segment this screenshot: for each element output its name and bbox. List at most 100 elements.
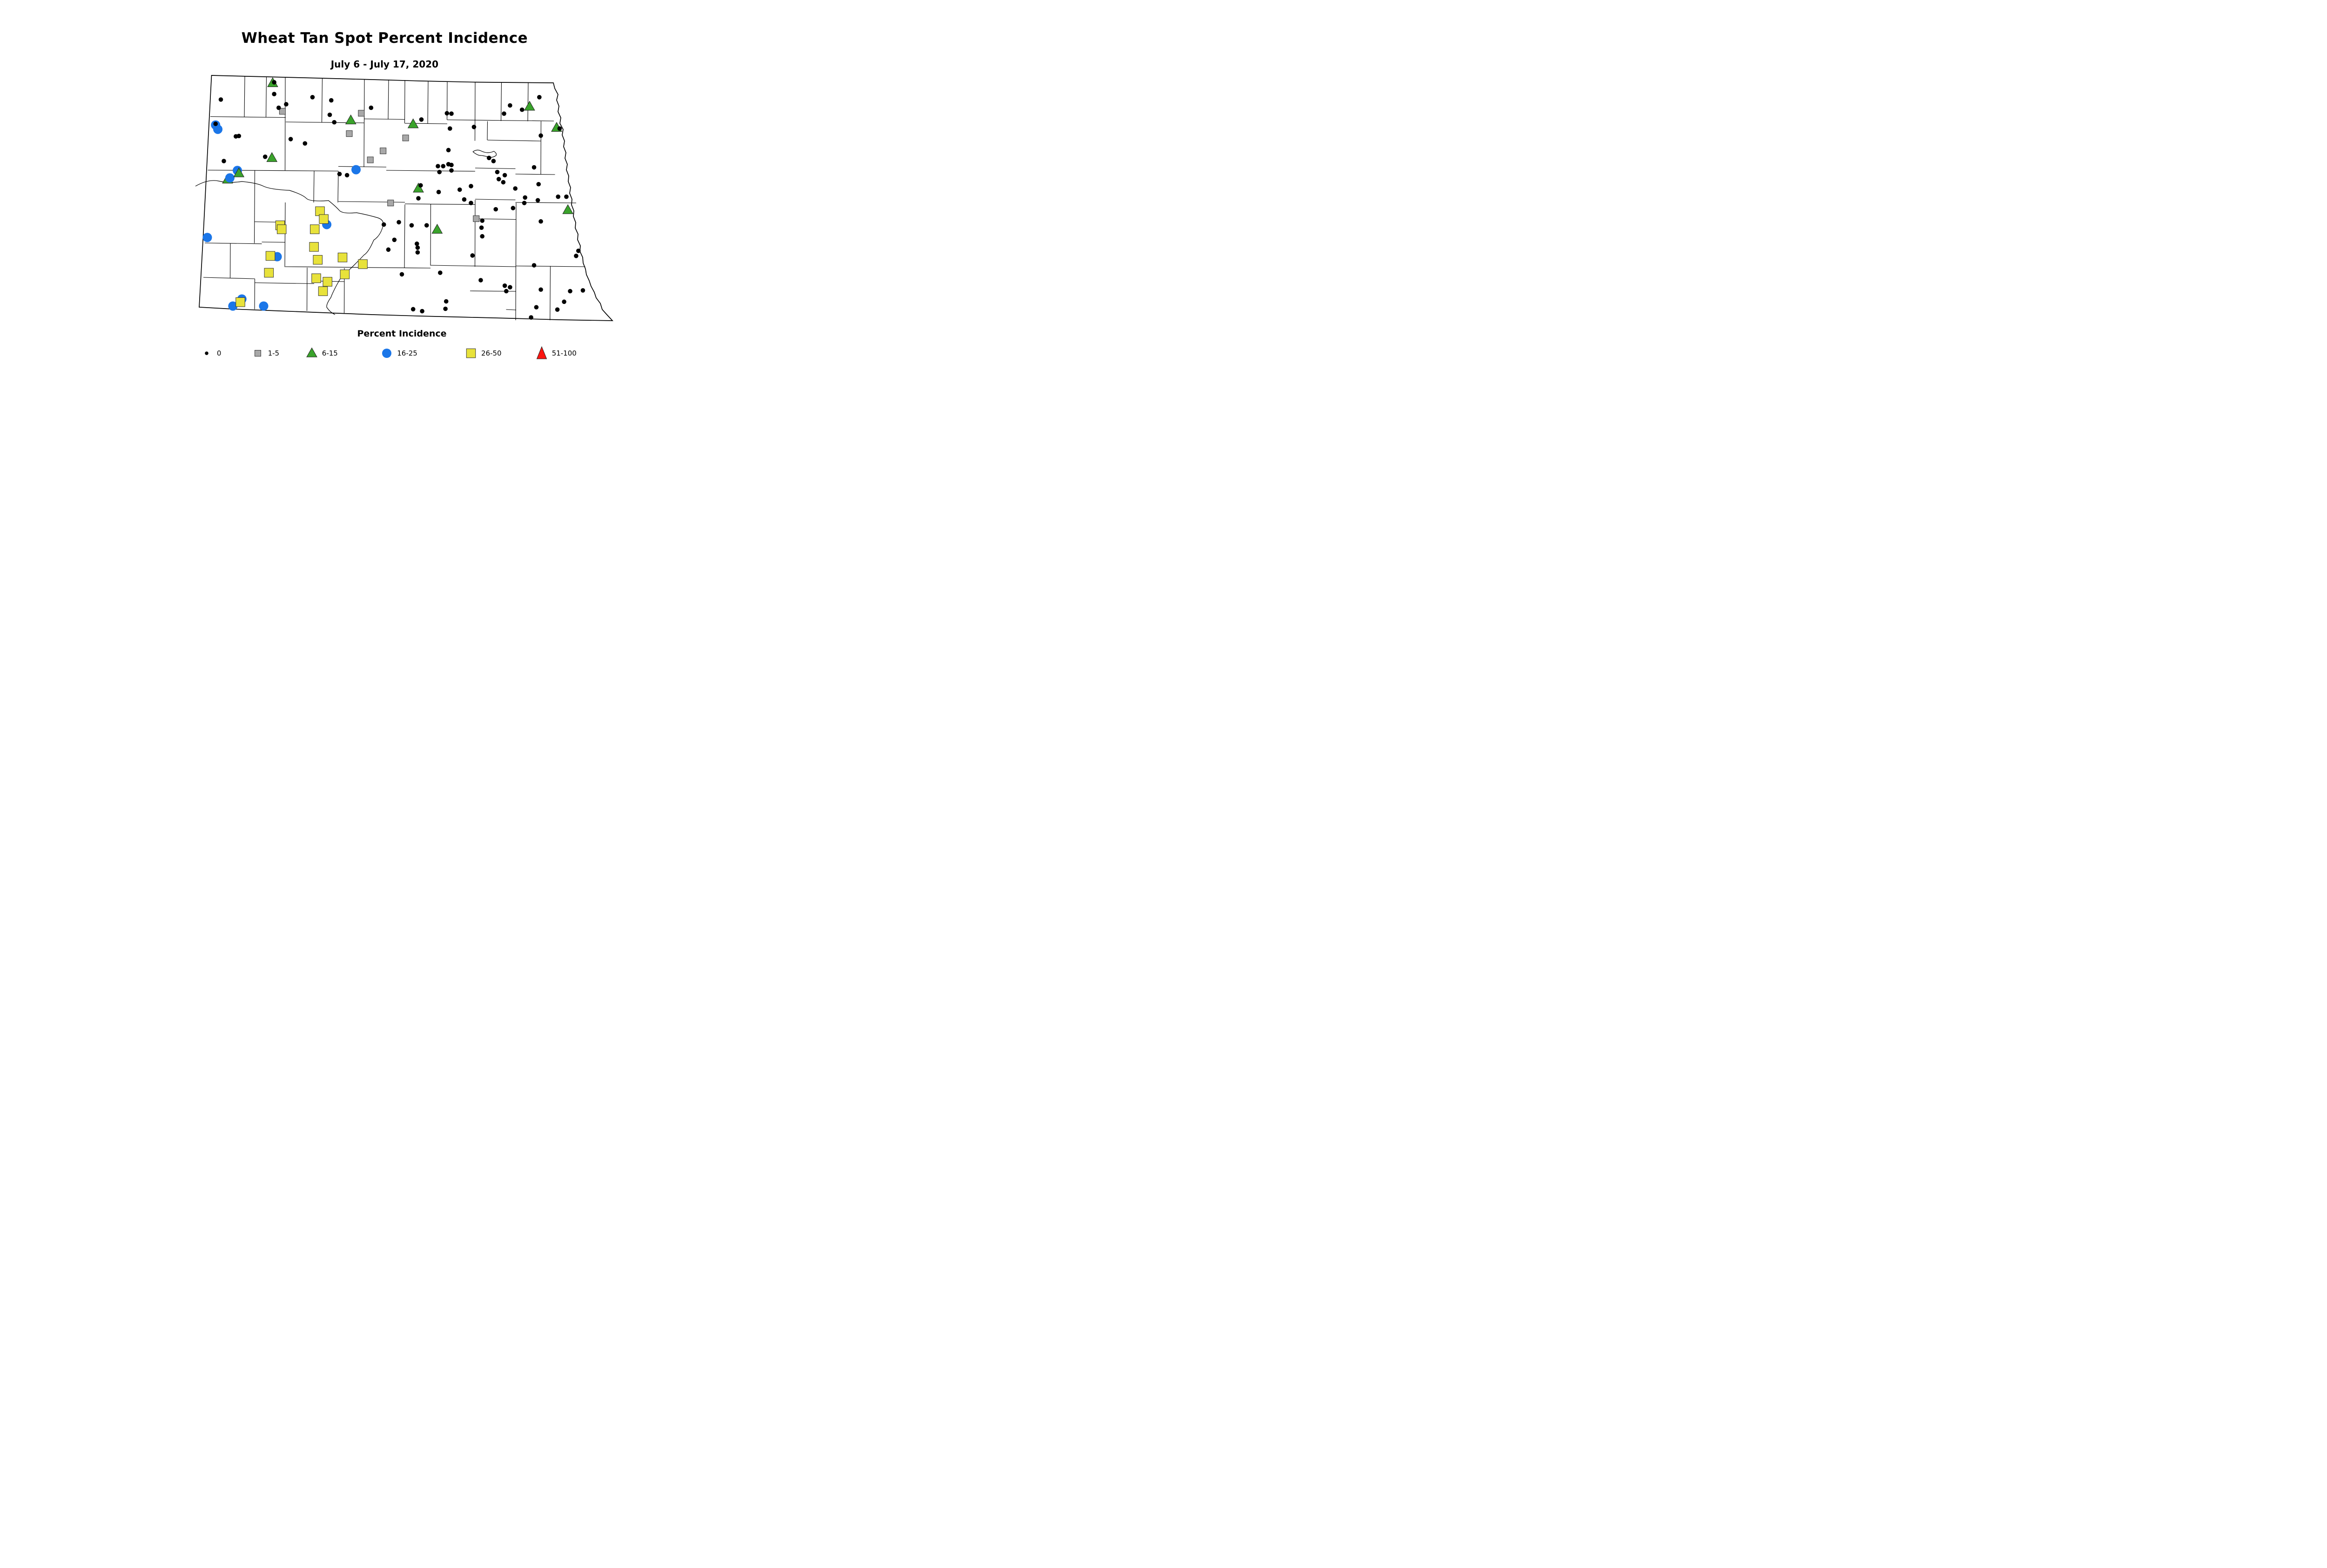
map-marker-0-dot — [410, 307, 416, 312]
legend-label: 1-5 — [268, 349, 280, 357]
devils-lake — [472, 149, 497, 158]
legend-label: 6-15 — [322, 349, 338, 357]
legend-triangle-icon — [306, 347, 317, 357]
map-marker-0-dot — [504, 289, 509, 294]
legend-label: 0 — [216, 349, 222, 357]
map-marker-0-dot — [523, 195, 527, 200]
legend-item-0: 0 — [200, 346, 222, 360]
page-subtitle: July 6 - July 17, 2020 — [330, 59, 438, 70]
map-marker-0-dot — [501, 180, 506, 185]
map-marker-0-dot — [576, 249, 581, 253]
map-marker-1-5-square — [402, 135, 409, 141]
map-marker-0-dot — [580, 288, 585, 293]
legend-label: 26-50 — [481, 349, 502, 357]
map-marker-26-50-square — [340, 269, 350, 279]
map-marker-1-5-square — [367, 156, 374, 163]
map-marker-0-dot — [471, 125, 477, 129]
legend-title: Percent Incidence — [357, 329, 447, 339]
legend-circle-icon — [382, 349, 392, 358]
map-marker-26-50-square — [235, 297, 245, 307]
map-marker-1-5-square — [346, 130, 353, 137]
map-marker-6-15-triangle — [413, 182, 424, 193]
map-marker-0-dot — [513, 186, 518, 191]
map-marker-0-dot — [469, 184, 473, 188]
map-marker-0-dot — [327, 112, 332, 117]
map-marker-0-dot — [502, 173, 507, 178]
map-marker-6-15-triangle — [431, 223, 443, 234]
legend-dot-icon — [205, 351, 208, 355]
legend-square-icon — [254, 350, 261, 357]
map-marker-1-5-square — [473, 215, 480, 222]
map-marker-0-dot — [284, 102, 289, 107]
map-marker-0-dot — [276, 105, 281, 110]
map-marker-26-50-square — [337, 252, 348, 262]
legend-item-16-25: 16-25 — [380, 346, 417, 360]
map-marker-0-dot — [424, 223, 429, 228]
map-marker-0-dot — [538, 133, 543, 138]
map-marker-0-dot — [392, 237, 397, 242]
map-marker-0-dot — [329, 98, 334, 103]
legend-label: 51-100 — [551, 349, 577, 357]
map-marker-0-dot — [491, 159, 496, 163]
map-marker-0-dot — [303, 141, 308, 146]
map-marker-0-dot — [574, 254, 578, 258]
map-marker-26-50-square — [313, 255, 323, 265]
map-marker-0-dot — [470, 253, 475, 258]
map-marker-0-dot — [444, 111, 450, 116]
missouri-river — [195, 180, 384, 315]
map-marker-0-dot — [415, 245, 420, 250]
map-marker-0-dot — [462, 197, 467, 202]
map-marker-0-dot — [272, 80, 276, 85]
state-outline — [199, 75, 613, 321]
map-marker-0-dot — [409, 223, 414, 228]
map-marker-0-dot — [531, 263, 537, 268]
map-marker-0-dot — [419, 117, 424, 122]
map-marker-0-dot — [288, 137, 293, 141]
map-marker-0-dot — [562, 299, 566, 304]
map-marker-0-dot — [310, 95, 315, 100]
page-title: Wheat Tan Spot Percent Incidence — [241, 30, 528, 47]
map-marker-0-dot — [449, 168, 454, 173]
map-marker-0-dot — [344, 173, 350, 178]
map-marker-0-dot — [534, 305, 539, 310]
map-marker-26-50-square — [264, 268, 274, 278]
map-marker-0-dot — [399, 272, 404, 277]
map-marker-0-dot — [444, 299, 449, 304]
map-marker-0-dot — [555, 307, 560, 312]
legend-item-26-50: 26-50 — [464, 346, 502, 360]
map-marker-0-dot — [519, 107, 525, 112]
map-marker-0-dot — [418, 183, 423, 188]
map-marker-0-dot — [332, 120, 337, 125]
map-marker-26-50-square — [358, 259, 368, 269]
incidence-markers — [202, 77, 585, 320]
legend-label: 16-25 — [397, 349, 417, 357]
map-marker-26-50-square — [319, 214, 329, 224]
map-marker-0-dot — [436, 189, 441, 195]
map-marker-6-15-triangle — [562, 204, 574, 214]
map-marker-0-dot — [397, 220, 401, 225]
map-marker-0-dot — [508, 103, 512, 108]
legend-item-51-100: 51-100 — [535, 346, 577, 360]
map-marker-26-50-square — [318, 286, 328, 296]
map-marker-6-15-triangle — [345, 114, 356, 124]
map-marker-0-dot — [386, 247, 391, 252]
map-marker-0-dot — [381, 222, 386, 227]
map-marker-0-dot — [480, 218, 484, 223]
map-marker-0-dot — [446, 148, 451, 153]
map-marker-0-dot — [556, 194, 561, 199]
map-marker-0-dot — [441, 164, 446, 168]
county-boundaries — [195, 75, 613, 321]
map-marker-0-dot — [557, 126, 562, 131]
map-marker-0-dot — [449, 162, 454, 168]
map-marker-0-dot — [511, 206, 516, 210]
map-marker-0-dot — [537, 95, 542, 100]
map-marker-0-dot — [493, 207, 498, 212]
map-marker-0-dot — [536, 182, 541, 187]
map-marker-16-25-circle — [213, 124, 223, 134]
map-marker-0-dot — [538, 287, 543, 292]
map-marker-0-dot — [222, 159, 226, 163]
map-marker-26-50-square — [323, 277, 332, 287]
map-marker-0-dot — [508, 285, 512, 289]
map-marker-16-25-circle — [202, 233, 212, 242]
wheat-tan-spot-map-page: Wheat Tan Spot Percent Incidence July 6 … — [0, 0, 751, 392]
